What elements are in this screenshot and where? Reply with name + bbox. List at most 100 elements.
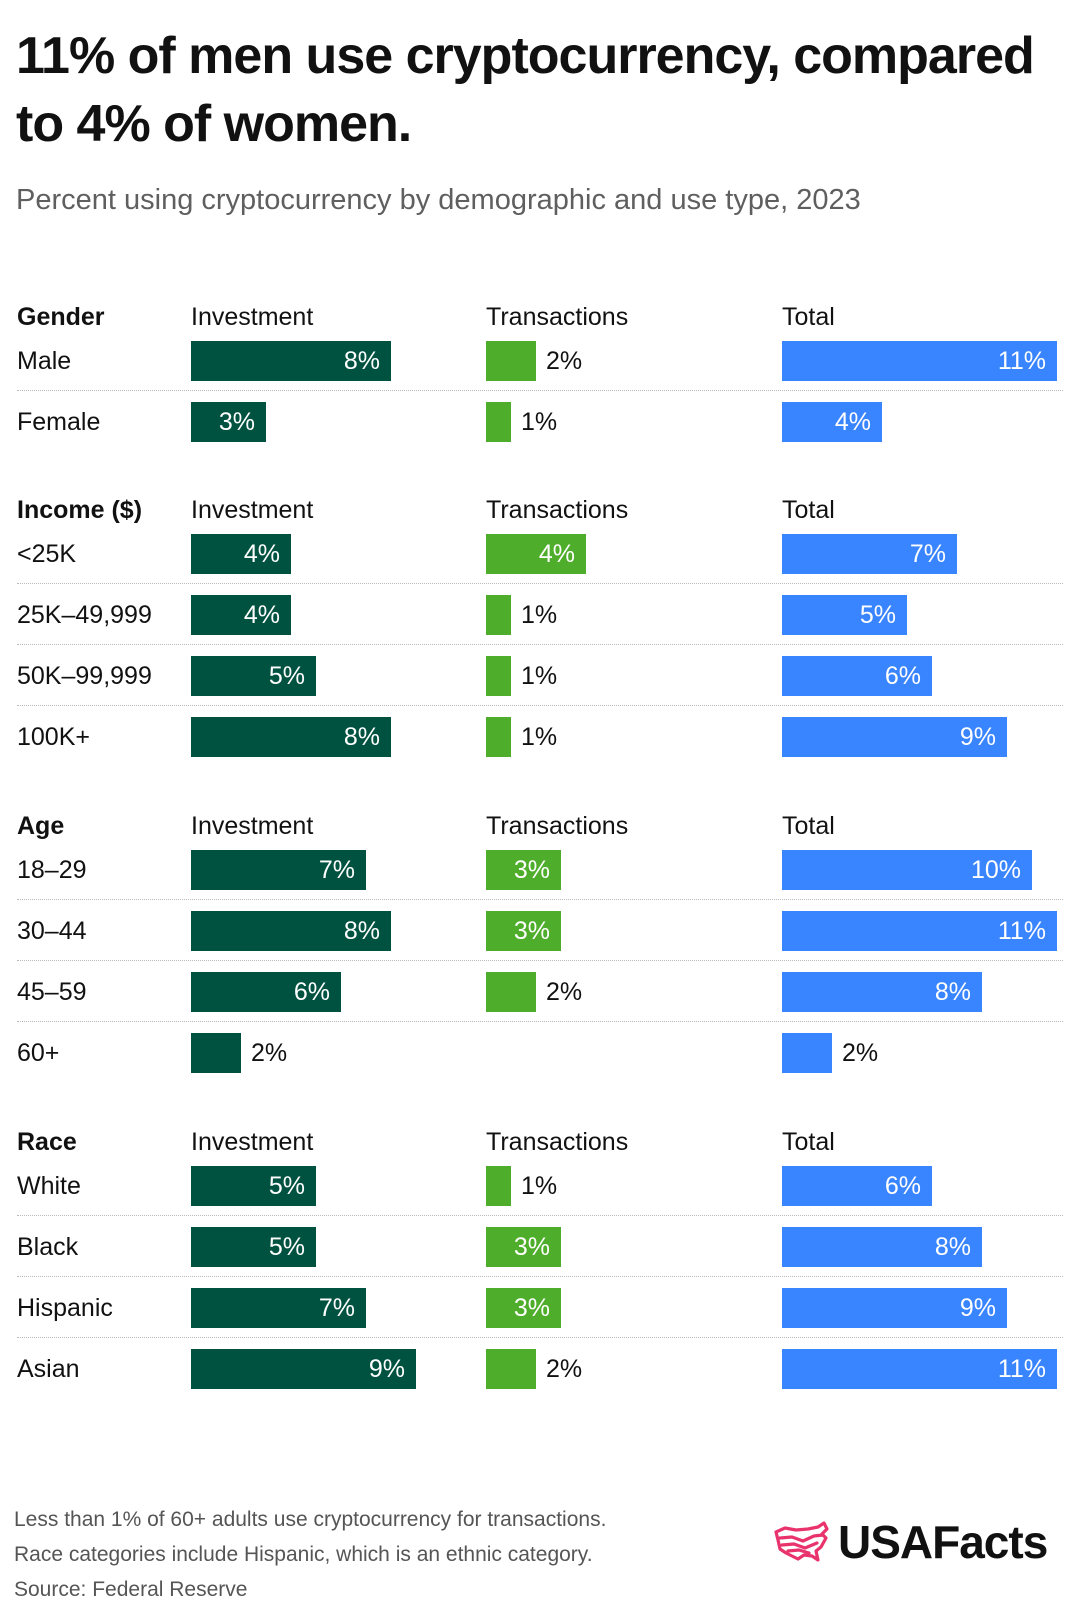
value-label: 1% [521,408,558,436]
group-label: Age [17,812,65,840]
value-label: 8% [343,917,380,945]
total-bar [782,595,907,635]
total-bar [782,717,1007,757]
transactions-bar [486,595,511,635]
row-label: 18–29 [17,856,87,884]
row-label: 100K+ [17,723,90,751]
usa-map-flag-icon [774,1521,829,1562]
row-divider [17,1337,1063,1338]
row-divider [17,583,1063,584]
column-header: Investment [191,1128,314,1156]
value-label: 7% [318,1294,355,1322]
value-label: 3% [218,408,255,436]
column-header: Transactions [486,1128,629,1156]
investment-bar [191,972,341,1012]
value-label: 3% [513,856,550,884]
total-bar [782,1349,1057,1389]
total-bar [782,972,982,1012]
investment-bar [191,1349,416,1389]
usafacts-logo: USAFacts [772,1512,1072,1578]
transactions-bar [486,972,536,1012]
transactions-bar [486,341,536,381]
investment-bar [191,850,366,890]
value-label: 1% [521,1172,558,1200]
group-label: Race [17,1128,77,1156]
transactions-bar [486,402,511,442]
row-label: Hispanic [17,1294,113,1322]
value-label: 5% [268,662,305,690]
value-label: 2% [546,978,583,1006]
row-label: Asian [17,1355,80,1383]
value-label: 8% [343,723,380,751]
investment-bar [191,534,291,574]
total-bar [782,402,882,442]
total-bar [782,850,1032,890]
value-label: 2% [842,1039,879,1067]
value-label: 7% [909,540,946,568]
value-label: 1% [521,601,558,629]
value-label: 2% [251,1039,288,1067]
total-bar [782,341,1057,381]
row-divider [17,705,1063,706]
total-bar [782,911,1057,951]
logo-text: USAFacts [838,1516,1048,1568]
column-header: Transactions [486,496,629,524]
transactions-bar [486,850,561,890]
value-label: 9% [959,1294,996,1322]
transactions-bar [486,1227,561,1267]
column-header: Investment [191,496,314,524]
row-divider [17,960,1063,961]
value-label: 4% [243,540,280,568]
value-label: 4% [834,408,871,436]
investment-bar [191,1288,366,1328]
row-divider [17,644,1063,645]
row-divider [17,1021,1063,1022]
column-header: Total [782,496,835,524]
value-label: 9% [368,1355,405,1383]
value-label: 5% [268,1172,305,1200]
group-label: Gender [17,303,105,331]
value-label: 4% [243,601,280,629]
value-label: 3% [513,1294,550,1322]
group-label: Income ($) [17,496,143,524]
value-label: 11% [997,1355,1046,1383]
total-bar [782,1288,1007,1328]
column-header: Transactions [486,303,629,331]
value-label: 2% [546,347,583,375]
row-label: 25K–49,999 [17,601,152,629]
investment-bar [191,1227,316,1267]
column-header: Transactions [486,812,629,840]
value-label: 6% [884,662,921,690]
transactions-bar [486,1288,561,1328]
source-note: Source: Federal Reserve [14,1578,248,1601]
row-label: 45–59 [17,978,87,1006]
total-bar [782,1227,982,1267]
row-label: Female [17,408,101,436]
value-label: 11% [997,347,1046,375]
value-label: 3% [513,1233,550,1261]
footnote: Race categories include Hispanic, which … [14,1543,593,1566]
value-label: 1% [521,662,558,690]
row-divider [17,390,1063,391]
total-bar [782,1166,932,1206]
value-label: 5% [268,1233,305,1261]
transactions-bar [486,1166,511,1206]
investment-bar [191,1166,316,1206]
investment-bar [191,911,391,951]
investment-bar [191,341,391,381]
transactions-bar [486,1349,536,1389]
column-header: Investment [191,303,314,331]
chart-subtitle: Percent using cryptocurrency by demograp… [16,184,861,216]
row-label: <25K [17,540,77,568]
row-divider [17,1215,1063,1216]
column-header: Total [782,1128,835,1156]
row-label: Male [17,347,72,375]
row-label: Black [17,1233,79,1261]
footnote: Less than 1% of 60+ adults use cryptocur… [14,1508,607,1531]
row-label: 60+ [17,1039,60,1067]
investment-bar [191,595,291,635]
value-label: 1% [521,723,558,751]
total-bar [782,534,957,574]
column-header: Total [782,303,835,331]
